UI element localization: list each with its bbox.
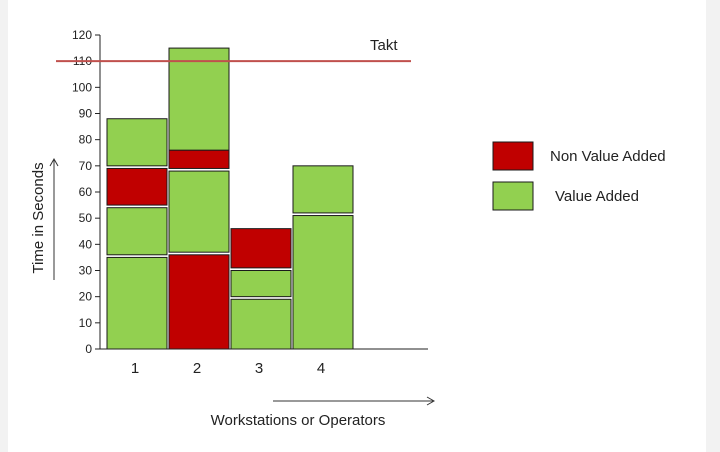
legend-swatch	[492, 181, 534, 211]
y-tick-label: 100	[72, 80, 92, 94]
y-axis-arrow	[49, 157, 59, 280]
bar-segment-non-value-added	[168, 149, 230, 169]
y-tick-label: 50	[79, 211, 93, 225]
x-axis-title: Workstations or Operators	[211, 412, 386, 429]
legend: Non Value Added Value Added	[492, 141, 666, 211]
bar-segment-value-added	[292, 215, 354, 350]
bar-segment-non-value-added	[106, 167, 168, 206]
y-tick-label: 0	[85, 342, 92, 356]
x-category-label: 4	[317, 360, 325, 377]
x-category-label: 1	[131, 360, 139, 377]
legend-label: Value Added	[555, 188, 639, 205]
y-tick-label: 40	[79, 237, 93, 251]
bar-segment-value-added	[168, 170, 230, 253]
bar-segment-value-added	[168, 47, 230, 151]
legend-swatch	[492, 141, 534, 171]
bars-group	[106, 47, 354, 350]
y-tick-label: 30	[79, 264, 93, 278]
y-axis-title: Time in Seconds	[30, 162, 47, 273]
takt-line-group: Takt	[56, 37, 411, 63]
bar-segment-value-added	[106, 256, 168, 350]
legend-label: Non Value Added	[550, 148, 666, 165]
takt-label: Takt	[370, 37, 398, 54]
y-tick-label: 10	[79, 316, 93, 330]
y-tick-label: 80	[79, 133, 93, 147]
y-tick-label: 60	[79, 185, 93, 199]
x-categories-group: 1 2 3 4	[131, 360, 325, 377]
bar-segment-value-added	[230, 270, 292, 298]
bar-segment-non-value-added	[230, 228, 292, 269]
y-tick-label: 20	[79, 290, 93, 304]
x-category-label: 3	[255, 360, 263, 377]
bar-segment-non-value-added	[168, 254, 230, 350]
bar-segment-value-added	[292, 165, 354, 214]
bar-segment-value-added	[106, 207, 168, 256]
bar-segment-value-added	[230, 298, 292, 350]
y-tick-label: 70	[79, 159, 93, 173]
y-tick-label: 120	[72, 28, 92, 42]
bar-segment-value-added	[106, 118, 168, 167]
x-category-label: 2	[193, 360, 201, 377]
x-axis-arrow	[273, 396, 436, 406]
y-tick-label: 90	[79, 107, 93, 121]
